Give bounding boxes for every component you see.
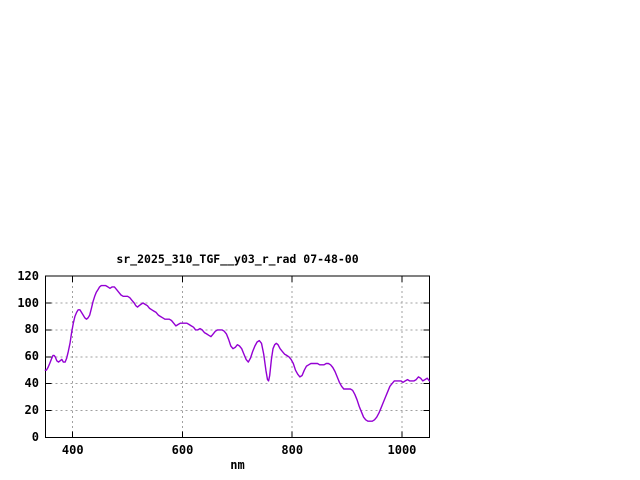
- y-tick-label-0: 0: [31, 429, 39, 444]
- x-tick-label-400: 400: [61, 443, 84, 457]
- x-axis-label: nm: [230, 458, 245, 472]
- chart-title: sr_2025_310_TGF__y03_r_rad 07-48-00: [116, 252, 359, 266]
- y-tick-label-100: 100: [17, 295, 39, 310]
- y-tick-label-80: 80: [24, 322, 39, 337]
- data-curve-0: [44, 284, 431, 422]
- y-tick-label-60: 60: [24, 349, 39, 364]
- x-tick-label-600: 600: [171, 443, 194, 457]
- y-tick-label-120: 120: [17, 268, 39, 283]
- y-tick-label-40: 40: [24, 376, 39, 391]
- y-tick-label-20: 20: [24, 402, 39, 417]
- x-tick-label-1000: 1000: [387, 443, 417, 457]
- x-tick-label-800: 800: [281, 443, 304, 457]
